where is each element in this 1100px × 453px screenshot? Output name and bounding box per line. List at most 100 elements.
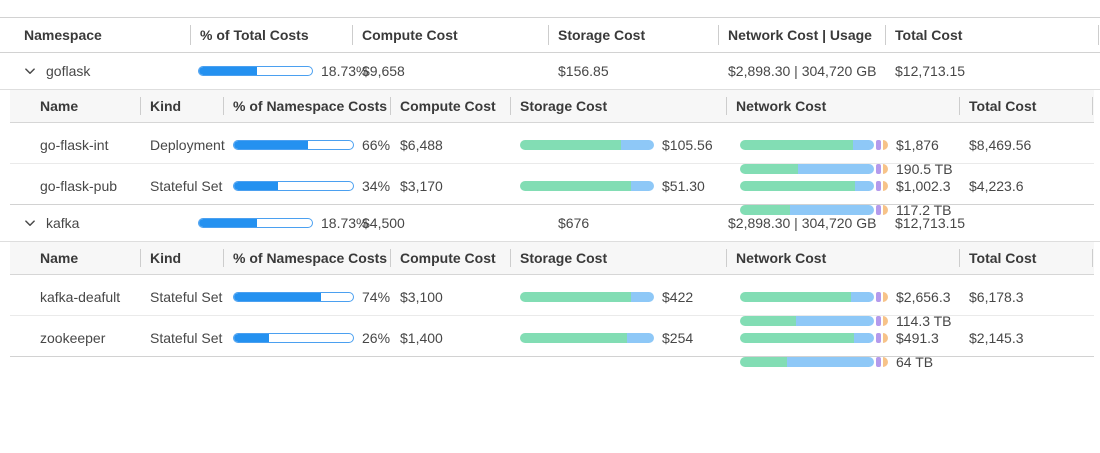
column-header-pct-total-costs: % of Total Costs [190, 18, 352, 52]
network-bar [740, 205, 888, 215]
percent-label: 18.73% [321, 63, 369, 79]
network-cost-line: $1,876 [740, 136, 959, 154]
green-segment [740, 181, 856, 191]
network-bar [740, 292, 888, 302]
percent-label: 34% [362, 178, 391, 194]
percent-bar-fill [234, 334, 269, 342]
bar-segments [740, 181, 874, 191]
total-cost-cell: $6,178.3 [969, 289, 1024, 305]
green-segment [740, 357, 787, 367]
column-header-total-cost: Total Cost [959, 242, 1094, 274]
orange-segment [883, 205, 888, 215]
bar-segments [740, 205, 874, 215]
workload-name: zookeeper [40, 330, 106, 346]
column-header-compute-cost: Compute Cost [390, 90, 510, 122]
orange-segment [883, 292, 888, 302]
network-cost-cell: $1,002.3 117.2 TB [726, 177, 959, 218]
blue-segment [620, 140, 654, 150]
bar-segments [740, 316, 874, 326]
bar-segments [740, 164, 874, 174]
compute-cost-cell: $4,500 [362, 215, 405, 231]
network-bar [740, 357, 888, 367]
workload-row[interactable]: go-flask-int Deployment 66% $6,488 $105.56 $1… [10, 123, 1094, 177]
orange-segment [883, 164, 888, 174]
orange-segment [883, 140, 888, 150]
purple-segment [876, 140, 881, 150]
percent-bar [233, 181, 354, 191]
total-cost-cell: $12,713.15 [895, 63, 966, 79]
total-cost-cell: $4,223.6 [969, 178, 1024, 194]
bar-segments [740, 292, 874, 302]
percent-bar-fill [199, 67, 257, 75]
workload-table: Name Kind% of Namespace Costs Compute Cost… [10, 90, 1094, 218]
storage-cost-cell: $676 [558, 215, 590, 231]
network-cost-value: $1,002.3 [896, 178, 951, 194]
column-header-storage-cost: Storage Cost [548, 18, 718, 52]
pct-total-costs-cell: 18.73% [190, 205, 368, 241]
total-cost-cell: $2,145.3 [969, 330, 1024, 346]
blue-segment [631, 292, 654, 302]
workload-kind: Stateful Set [150, 178, 223, 194]
workload-kind: Stateful Set [150, 289, 223, 305]
compute-cost-cell: $3,170 [400, 178, 443, 194]
column-header-network-cost: Network Cost [726, 242, 959, 274]
workload-name: kafka-deafult [40, 289, 121, 305]
green-segment [740, 164, 798, 174]
network-bar [740, 164, 888, 174]
green-segment [520, 292, 632, 302]
storage-cost-value: $254 [662, 330, 694, 346]
workload-kind: Deployment [150, 137, 225, 153]
percent-label: 74% [362, 289, 391, 305]
blue-segment [796, 316, 874, 326]
network-usage-value: 190.5 TB [896, 161, 953, 177]
namespace-cell: kafka [0, 205, 190, 241]
bar-segments [740, 357, 874, 367]
bar-segments [520, 292, 654, 302]
namespace-name: kafka [46, 215, 80, 231]
network-bar [740, 181, 888, 191]
network-usage-value: 117.2 TB [896, 202, 952, 218]
green-segment [740, 292, 852, 302]
green-segment [740, 333, 854, 343]
chevron-down-icon[interactable] [24, 217, 36, 229]
network-cost-value: $2,656.3 [896, 289, 951, 305]
storage-cost-cell: $51.30 [510, 177, 726, 195]
namespace-row[interactable]: kafka 18.73% $4,500 $676 $2,898.30 | 304,720… [0, 205, 1100, 242]
chevron-down-icon[interactable] [24, 65, 36, 77]
percent-bar [233, 140, 354, 150]
blue-segment [627, 333, 654, 343]
network-usage-value: 114.3 TB [896, 313, 952, 329]
workload-row[interactable]: zookeeper Stateful Set 26% $1,400 $254 $491.3… [10, 316, 1094, 370]
namespace-row[interactable]: goflask 18.73% $9,658 $156.85 $2,898.30 | 30… [0, 53, 1100, 90]
column-header-compute-cost: Compute Cost [390, 242, 510, 274]
column-header-network-cost-usage: Network Cost | Usage [718, 18, 885, 52]
purple-segment [876, 164, 881, 174]
blue-segment [786, 357, 874, 367]
workload-kind: Stateful Set [150, 330, 223, 346]
column-header-network-cost: Network Cost [726, 90, 959, 122]
percent-label: 66% [362, 137, 391, 153]
pct-namespace-costs-cell: 26% [223, 329, 390, 347]
percent-bar-fill [199, 219, 257, 227]
workload-row[interactable]: kafka-deafult Stateful Set 74% $3,100 $422 $2… [10, 275, 1094, 329]
green-segment [520, 140, 621, 150]
percent-bar [233, 292, 354, 302]
green-segment [520, 333, 628, 343]
percent-bar-fill [234, 141, 308, 149]
column-header-pct-namespace-costs: % of Namespace Costs [223, 90, 390, 122]
compute-cost-cell: $1,400 [400, 330, 443, 346]
green-segment [740, 316, 797, 326]
network-usage-value: 64 TB [896, 354, 934, 370]
storage-bar [520, 181, 654, 191]
purple-segment [876, 181, 881, 191]
storage-cost-value: $105.56 [662, 137, 713, 153]
network-usage-line: 117.2 TB [740, 201, 959, 219]
workload-row[interactable]: go-flask-pub Stateful Set 34% $3,170 $51.30 $… [10, 164, 1094, 218]
storage-cost-value: $51.30 [662, 178, 705, 194]
green-segment [740, 140, 853, 150]
percent-label: 18.73% [321, 215, 369, 231]
network-cost-value: $491.3 [896, 330, 939, 346]
percent-bar-fill [234, 182, 279, 190]
network-cost-line: $1,002.3 [740, 177, 959, 195]
pct-namespace-costs-cell: 34% [223, 177, 390, 195]
